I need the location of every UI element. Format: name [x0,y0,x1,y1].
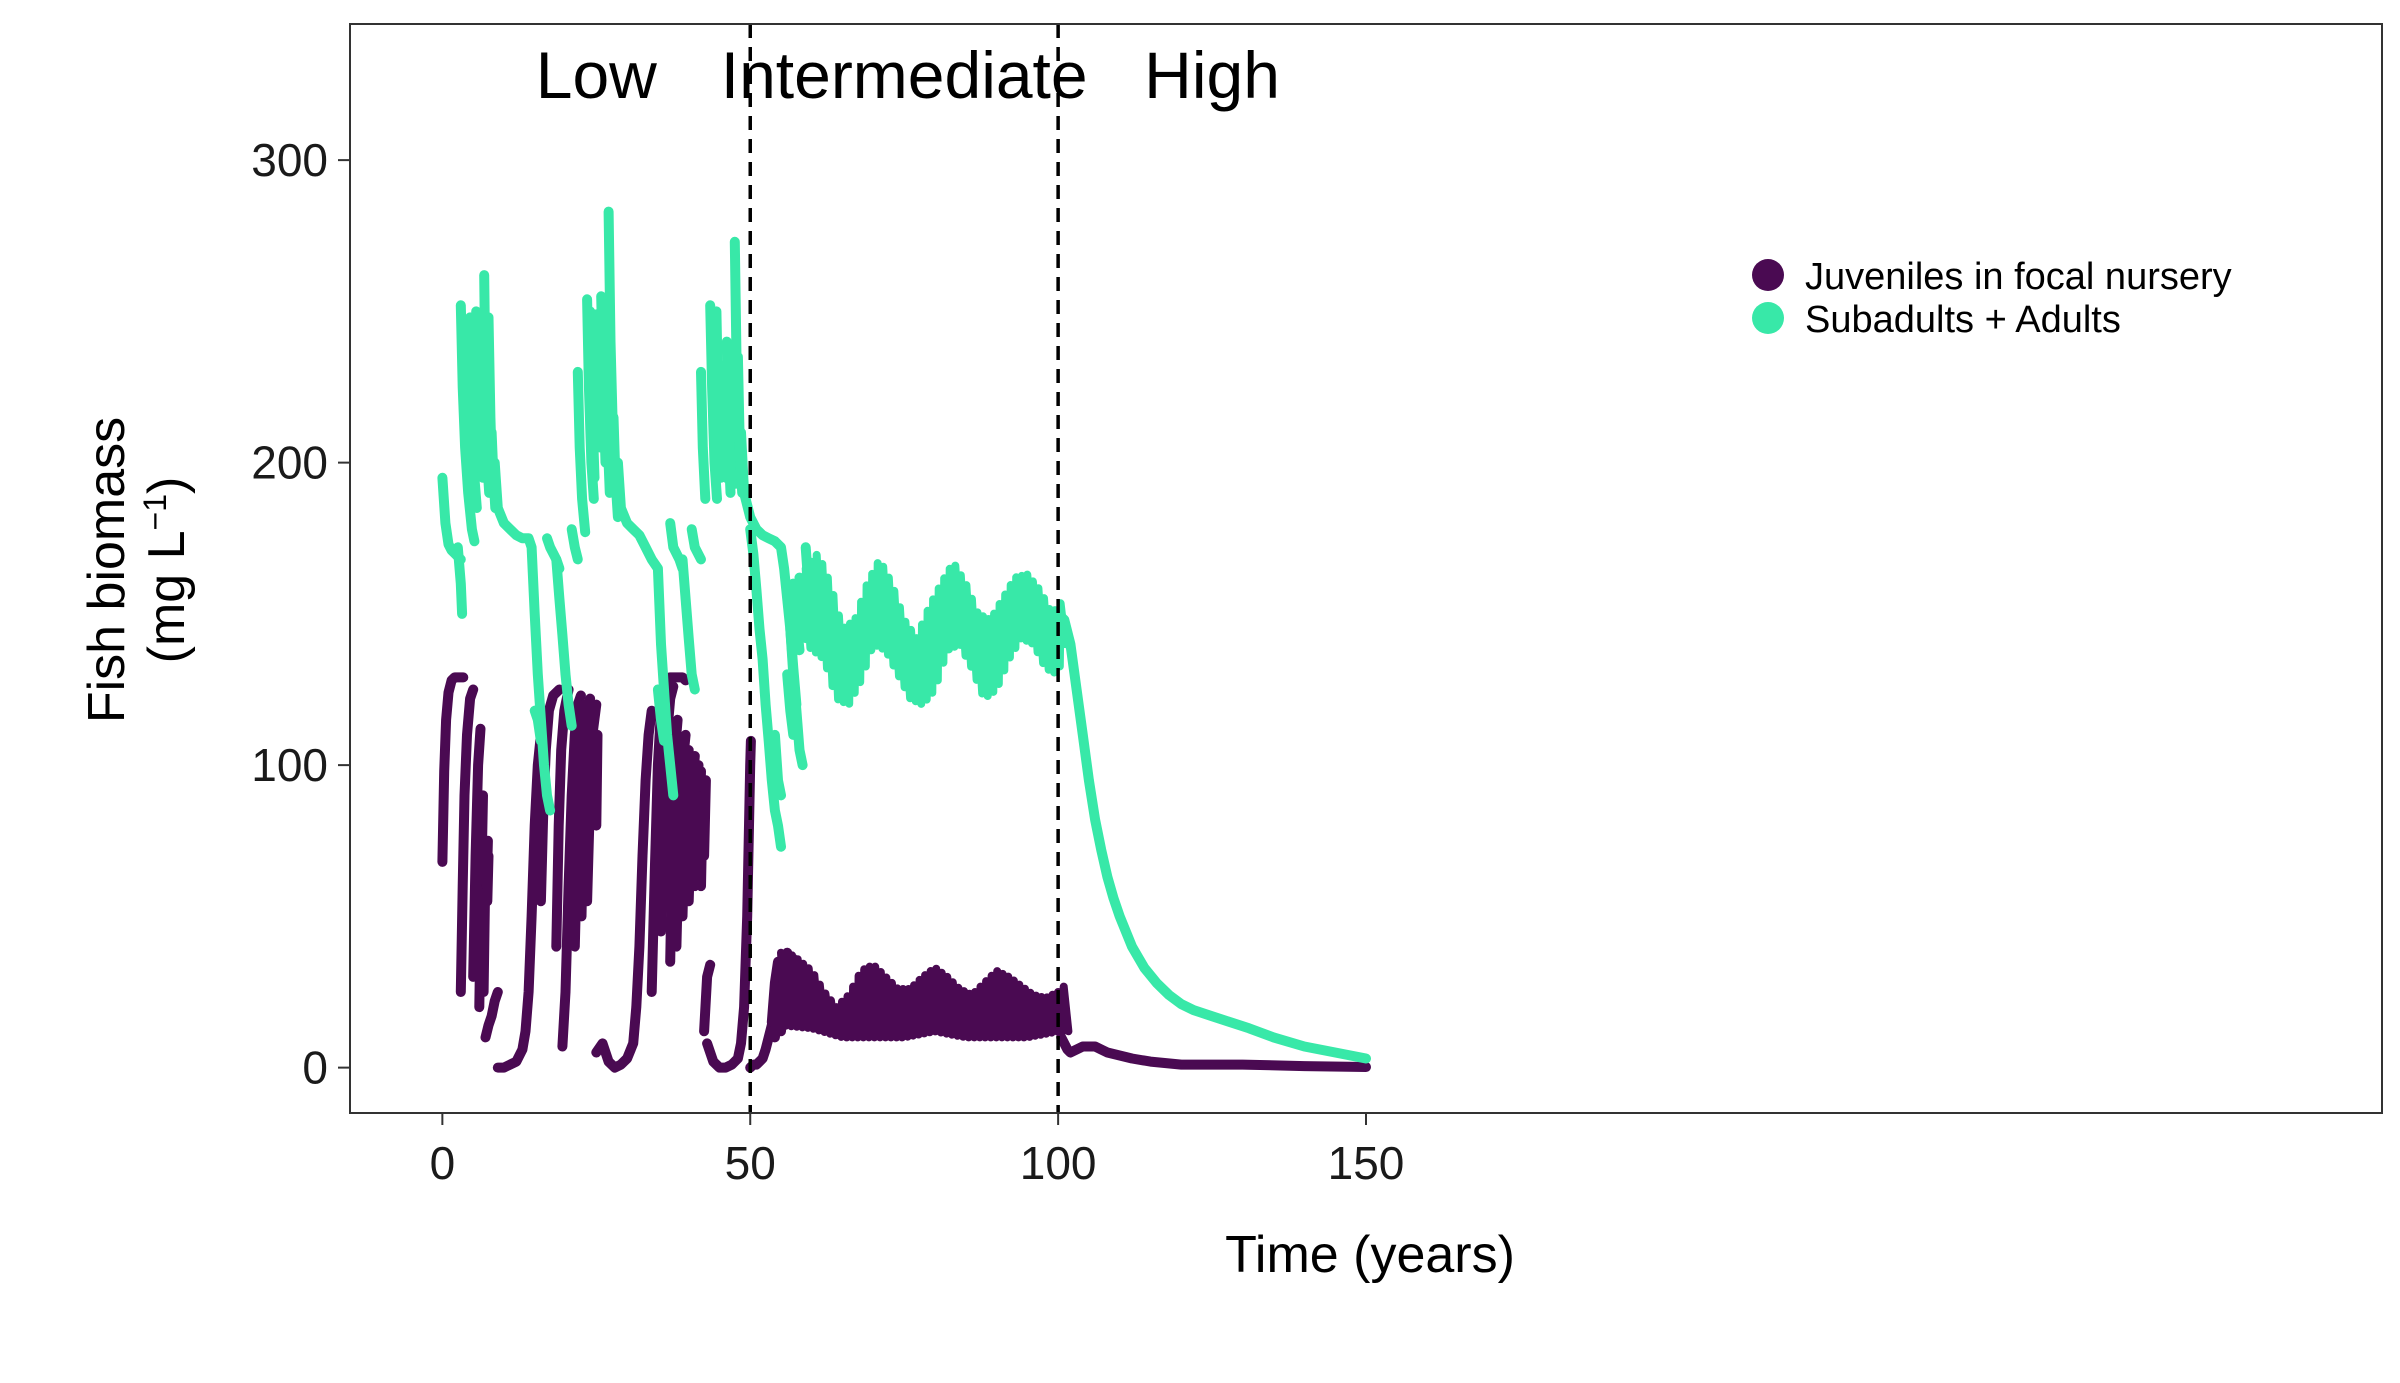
juveniles-line-segment [455,684,479,997]
region-label: Low [536,38,657,112]
juveniles-line-segment [557,690,586,1052]
x-tick-label: 0 [430,1137,456,1189]
juveniles-line-segment [702,735,756,1073]
juveniles-line-segment [535,684,565,907]
adults-line-segment [696,366,711,504]
juveniles-line-segment [437,672,469,867]
y-tick-label: 100 [251,739,328,791]
adults-line-segment [686,524,706,565]
juveniles-line-segment [699,959,716,1037]
series-subadults-adults [437,206,1371,1064]
juveniles-line-segment [480,987,503,1043]
juveniles-line-segment [591,705,657,1073]
legend-adults-label: Subadults + Adults [1805,299,2121,341]
adults-line-segment [585,306,600,483]
region-label: High [1144,38,1280,112]
adults-line-segment [489,457,556,816]
x-tick-label: 150 [1328,1137,1405,1189]
y-axis-title: Fish biomass (mg L−1) [78,417,196,723]
y-axis-unit-close: ) [138,477,196,494]
adults-line-segment [785,624,802,710]
y-axis-unit-exponent: −1 [137,494,173,530]
adults-line-segment [465,312,482,513]
y-tick-label: 200 [251,437,328,489]
adults-line-segment [566,524,583,565]
juveniles-line-segment [677,745,694,922]
adults-line-segment [782,669,799,740]
adults-oscillation [801,550,1070,708]
adults-line-segment [794,572,811,644]
region-label: Intermediate [721,38,1088,112]
region-dividers [748,24,1060,1113]
juveniles-line-segment [468,723,486,982]
juveniles-line-segment [576,693,596,922]
adults-line-segment [769,729,786,801]
adults-line-segment [705,300,722,504]
adults-line-segment [455,300,480,547]
y-axis-title-line2: (mg L−1) [137,477,196,664]
axis-ticks: 0 50 100 150 0 100 200 300 [251,134,1404,1189]
adults-line-segment [591,309,605,453]
x-tick-label: 50 [725,1137,776,1189]
juveniles-line-segment [582,699,602,907]
y-tick-label: 300 [251,134,328,186]
juveniles-line-segment [492,729,546,1073]
adults-line-segment [788,578,805,656]
adults-line-segment [711,306,726,483]
juveniles-oscillation [777,948,1073,1042]
adults-line-segment [572,366,591,538]
adults-line-segment [529,705,546,746]
adults-line-segment [745,524,786,852]
adults-line-segment [677,554,700,695]
y-tick-label: 0 [302,1042,328,1094]
adults-line-segment [551,554,577,731]
legend-juveniles-label: Juveniles in focal nursery [1805,256,2232,298]
adults-line-segment [652,684,669,746]
juveniles-decline-tail [1056,1032,1371,1072]
x-axis-title: Time (years) [1225,1226,1515,1284]
legend-adults-marker [1752,302,1784,334]
x-tick-label: 100 [1020,1137,1097,1189]
adults-decline-tail [1053,608,1371,1064]
y-axis-unit: (mg L [138,530,196,663]
adults-line-segment [452,542,468,619]
juveniles-line-segment [591,729,603,831]
juveniles-line-segment [699,775,711,861]
juveniles-line-segment [482,850,494,907]
legend-juveniles-marker [1752,259,1784,291]
series-layer [437,206,1371,1073]
region-labels: Low Intermediate High [536,38,1280,112]
legend: Juveniles in focal nursery Subadults + A… [1752,256,2232,341]
y-axis-title-line1: Fish biomass [78,417,136,723]
